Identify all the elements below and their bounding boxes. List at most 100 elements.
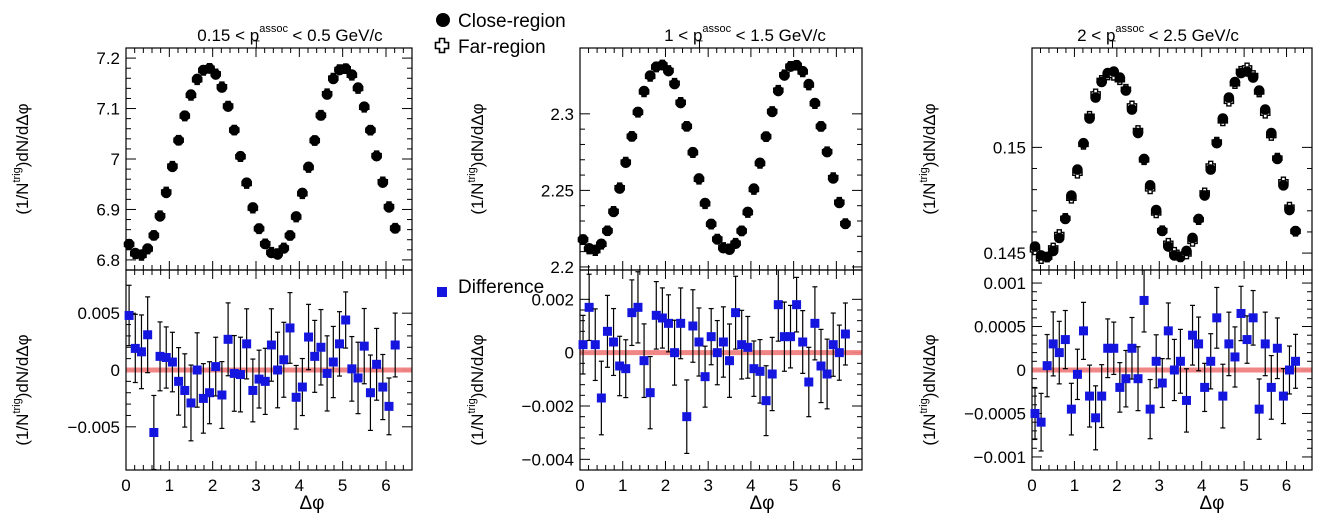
difference-point xyxy=(390,340,400,350)
difference-point xyxy=(130,343,140,353)
difference-point xyxy=(718,337,728,347)
close-region-point xyxy=(191,73,203,85)
close-region-point xyxy=(1181,245,1192,257)
difference-point xyxy=(627,308,637,318)
close-region-point xyxy=(241,177,252,188)
difference-point xyxy=(1133,374,1143,384)
difference-point xyxy=(743,342,753,352)
close-region-marker-icon xyxy=(436,13,450,27)
close-region-point xyxy=(173,135,184,146)
difference-point xyxy=(174,376,184,386)
x-axis-label: Δφ xyxy=(749,493,774,514)
panels: 0.15 < passoc T < 0.5 GeV/c 6.8 6.9 7 7.1 7.2 (… xyxy=(11,23,1313,514)
y-axis-label: (1/Ntrig)dN/dΔφ xyxy=(918,334,939,445)
y-tick-label: 2.3 xyxy=(550,105,574,124)
close-region-point xyxy=(1138,153,1150,165)
close-region-point xyxy=(632,106,644,118)
close-region-point xyxy=(321,89,333,100)
y-tick-label: −0.0005 xyxy=(964,404,1026,423)
close-region-point xyxy=(259,238,271,250)
close-region-point xyxy=(1126,104,1138,115)
difference-point xyxy=(1054,348,1064,358)
close-region-point xyxy=(797,65,809,77)
close-region-point xyxy=(699,197,711,209)
difference-point xyxy=(297,382,307,392)
difference-point xyxy=(285,323,295,333)
difference-point xyxy=(1188,330,1198,340)
difference-point xyxy=(755,366,765,376)
y-tick-label: 0.0005 xyxy=(974,318,1026,337)
close-region-point xyxy=(377,177,389,188)
close-region-point xyxy=(626,131,638,142)
difference-point xyxy=(334,339,344,349)
y-tick-label: −0.002 xyxy=(522,397,574,416)
difference-point xyxy=(651,310,661,320)
difference-point xyxy=(341,315,351,325)
x-tick-label: 0 xyxy=(1027,476,1036,495)
difference-point xyxy=(1103,343,1113,353)
close-region-point xyxy=(315,110,327,121)
close-region-point xyxy=(123,238,135,250)
close-region-point xyxy=(1150,204,1162,216)
close-region-point xyxy=(644,70,656,81)
difference-point xyxy=(322,368,332,378)
difference-point xyxy=(700,372,710,382)
close-region-point xyxy=(1144,180,1156,191)
close-region-point xyxy=(142,243,153,254)
close-region-point xyxy=(1053,232,1065,244)
y-axis-label: (1/Ntrig)dN/dΔφ xyxy=(11,334,32,445)
close-region-point xyxy=(602,225,613,237)
y-tick-label: −0.004 xyxy=(522,450,574,469)
difference-point xyxy=(609,337,619,347)
y-tick-label: 7.1 xyxy=(96,100,120,119)
difference-point xyxy=(1200,382,1210,392)
difference-point xyxy=(773,300,783,310)
y-tick-label: 6.8 xyxy=(96,251,120,270)
x-tick-label: 4 xyxy=(746,476,755,495)
difference-point xyxy=(217,390,227,400)
close-region-point xyxy=(638,85,650,97)
close-region-point xyxy=(669,78,680,90)
x-axis-label: Δφ xyxy=(1199,493,1224,514)
close-region-point xyxy=(1229,76,1241,88)
y-tick-label: 0.15 xyxy=(993,138,1026,157)
close-region-point xyxy=(1163,241,1174,252)
difference-point xyxy=(639,356,649,366)
difference-point xyxy=(1284,365,1294,375)
close-region-point xyxy=(620,157,632,169)
close-region-point xyxy=(1278,180,1289,191)
difference-point xyxy=(810,318,820,328)
close-region-point xyxy=(748,183,760,194)
close-region-point xyxy=(730,238,741,250)
panel-title: 1 < passoc T < 1.5 GeV/c xyxy=(664,23,826,51)
close-region-point xyxy=(1120,85,1132,96)
close-region-point xyxy=(358,101,370,112)
difference-point xyxy=(590,340,600,350)
x-tick-label: 1 xyxy=(618,476,627,495)
difference-point xyxy=(1278,391,1288,401)
close-region-point xyxy=(1156,225,1168,237)
y-axis-label: (1/Ntrig)dN/dΔφ xyxy=(466,334,487,445)
close-region-point xyxy=(1047,245,1059,257)
difference-point xyxy=(1072,369,1082,379)
difference-point xyxy=(822,369,832,379)
close-region-point xyxy=(681,121,693,132)
x-tick-label: 1 xyxy=(1070,476,1079,495)
difference-point xyxy=(1254,404,1264,414)
difference-point xyxy=(124,310,134,320)
close-region-point xyxy=(1265,127,1277,139)
close-region-point xyxy=(675,97,686,109)
difference-point xyxy=(328,357,338,367)
close-region-point xyxy=(1247,72,1259,83)
close-region-point xyxy=(1078,137,1089,149)
close-region-point xyxy=(216,82,228,93)
close-region-point xyxy=(827,173,839,184)
close-region-point xyxy=(228,124,240,136)
close-region-point xyxy=(840,218,851,230)
close-region-point xyxy=(1205,164,1217,175)
difference-point xyxy=(657,313,667,323)
difference-point xyxy=(682,412,692,422)
difference-point xyxy=(834,348,844,358)
difference-marker-icon xyxy=(437,287,447,297)
